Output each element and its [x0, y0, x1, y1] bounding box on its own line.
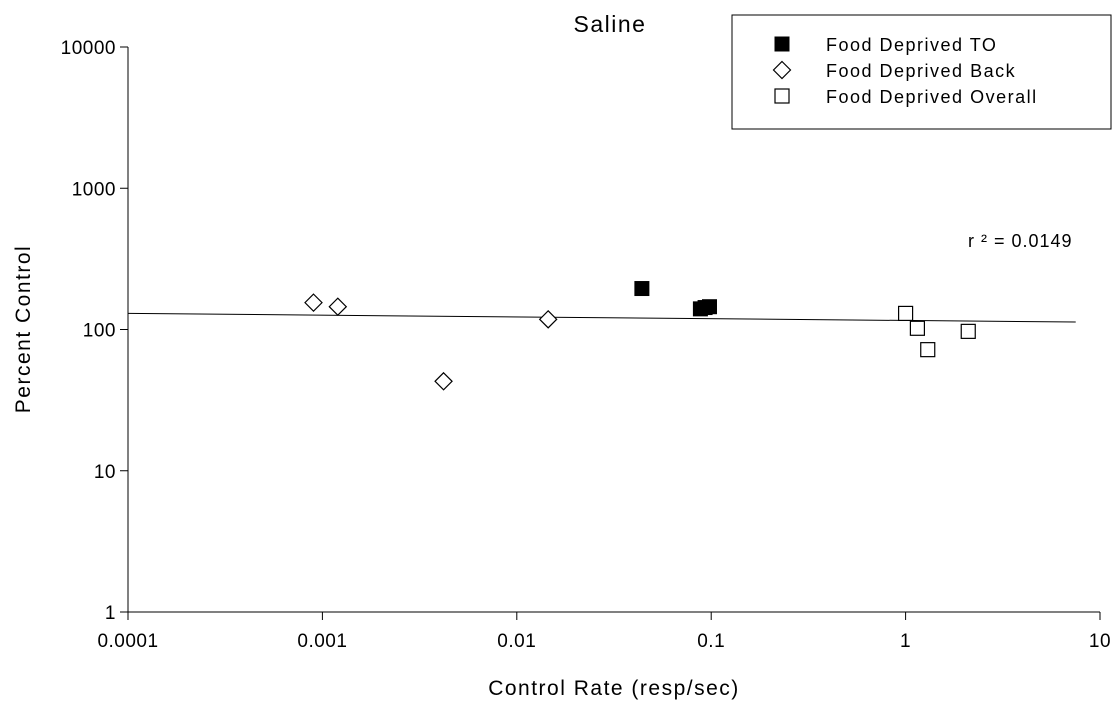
- data-point: [634, 281, 650, 297]
- legend-marker: [774, 88, 790, 104]
- legend-label: Food Deprived Overall: [826, 87, 1038, 107]
- data-point: [920, 342, 936, 358]
- x-tick-label: 0.01: [497, 631, 536, 652]
- data-point: [328, 297, 348, 317]
- legend-marker: [774, 36, 790, 52]
- legend-label: Food Deprived Back: [826, 61, 1016, 81]
- legend-box: [731, 14, 1112, 130]
- data-point: [434, 371, 453, 391]
- y-tick-label: 1000: [72, 179, 116, 200]
- x-tick-label: 0.0001: [97, 631, 158, 652]
- y-axis-title: Percent Control: [12, 245, 35, 413]
- x-tick-label: 10: [1089, 631, 1111, 652]
- y-tick-label: 10: [94, 462, 116, 483]
- data-point: [538, 309, 558, 329]
- legend-marker: [772, 60, 792, 80]
- x-axis-title: Control Rate (resp/sec): [488, 677, 740, 700]
- legend: Food Deprived TO Food Deprived Back Food D…: [731, 14, 1112, 130]
- x-tick-label: 1: [900, 631, 911, 652]
- data-point: [897, 305, 914, 322]
- data-point: [304, 293, 323, 312]
- x-tick-label: 0.001: [297, 631, 347, 652]
- x-tick-label: 0.1: [697, 631, 725, 652]
- data-point: [960, 323, 976, 339]
- data-point: [909, 320, 925, 336]
- y-axis: 1 10 100 1000 10000: [61, 38, 129, 624]
- legend-label: Food Deprived TO: [826, 35, 997, 55]
- regression-line: [127, 312, 1076, 323]
- r-squared-annotation: r ² = 0.0149: [968, 231, 1073, 251]
- y-tick-label: 100: [83, 321, 116, 342]
- data-points: [304, 281, 976, 391]
- y-tick-label: 1: [105, 603, 116, 624]
- data-point: [701, 299, 717, 315]
- y-tick-label: 10000: [61, 38, 116, 59]
- chart-title: Saline: [574, 11, 647, 37]
- x-axis: 0.0001 0.001 0.01 0.1 1 10: [97, 611, 1111, 652]
